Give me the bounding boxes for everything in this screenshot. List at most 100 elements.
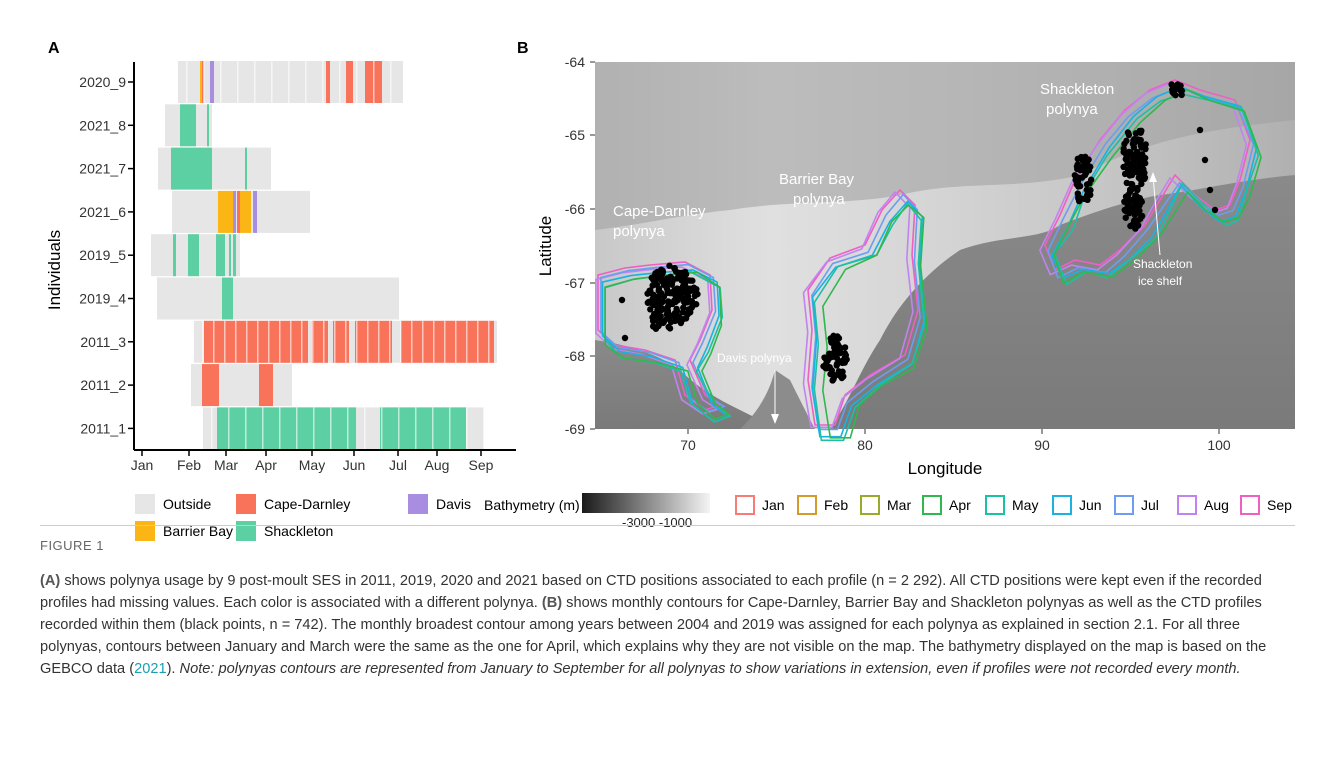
ctd-point [1138, 212, 1146, 220]
ctd-point [677, 319, 685, 327]
y-tick-label: 2021_6 [79, 204, 126, 220]
legend-swatch [922, 495, 942, 515]
bar-gap [466, 320, 468, 363]
antarctic-continent-mid [740, 370, 815, 429]
ctd-point [831, 348, 838, 356]
legend-a-davis: Davis [408, 494, 471, 514]
legend-swatch [860, 495, 880, 515]
bar-gap [322, 61, 324, 103]
contour-shackleton-may [1053, 93, 1260, 286]
x-tick-label: Aug [425, 457, 450, 473]
bar-gap [202, 320, 204, 363]
bar-gap [347, 407, 349, 450]
contour-barrier-bay-aug [802, 190, 914, 429]
y-tick-label: 2019_4 [79, 291, 126, 307]
ctd-point [1196, 126, 1204, 134]
bar-gap [330, 407, 332, 450]
x-tick-label: Sep [469, 457, 494, 473]
map-label-cape-darnley: Cape-Darnley [613, 203, 706, 220]
legend-label: Jun [1079, 497, 1102, 513]
deep-ocean-region [595, 62, 1295, 230]
bar-2021_6-barrier-bay-segment [240, 190, 251, 233]
legend-label: Aug [1204, 497, 1229, 513]
contour-barrier-bay-apr [822, 203, 928, 439]
ctd-point [822, 364, 829, 372]
ctd-point [1081, 167, 1088, 174]
legend-label: Barrier Bay [163, 523, 234, 539]
bar-2011_1-shackleton-segment [217, 407, 356, 450]
map-x-tick-label: 80 [857, 437, 873, 453]
bar-gap [432, 407, 434, 450]
contour-barrier-bay-jun [811, 200, 927, 438]
bar-2019_5-shackleton-segment [173, 234, 176, 277]
caption-reference-link[interactable]: 2021 [134, 661, 167, 677]
legend-swatch [735, 495, 755, 515]
bar-2021_6-cape-darnley-segment [237, 190, 240, 233]
ctd-point [1131, 211, 1139, 219]
legend-b-mar: Mar [860, 495, 911, 515]
bar-2019_5-shackleton-segment [188, 234, 199, 277]
ctd-point [1127, 163, 1134, 171]
bar-2020_9-cape-darnley-segment [346, 61, 353, 103]
bar-gap [345, 320, 347, 363]
bar-gap [422, 320, 424, 363]
ctd-point [658, 266, 665, 273]
ctd-point [830, 332, 837, 340]
ctd-point [1138, 127, 1145, 135]
ctd-point [669, 278, 676, 285]
ctd-point [1134, 169, 1141, 176]
ctd-point [1075, 183, 1082, 190]
caption-a-text: shows polynya usage by 9 post-moult SES … [40, 573, 1262, 611]
panel-a-timeline-chart: Individuals 2020_9 2021_8 2021_7 2021_6 2019… [45, 61, 516, 473]
bar-gap [415, 407, 417, 450]
legend-swatch [408, 494, 428, 514]
bar-gap [288, 61, 290, 103]
bar-gap [237, 61, 239, 103]
legend-label: Mar [887, 497, 912, 513]
bar-2021_6-davis-segment [253, 190, 257, 233]
ctd-point [1127, 180, 1135, 188]
ctd-point [1125, 201, 1133, 209]
legend-b-feb: Feb [797, 495, 848, 515]
bar-gap [211, 407, 213, 450]
map-label-barrier-bay-2: polynya [793, 191, 845, 208]
legend-swatch [236, 494, 256, 514]
bar-gap [312, 320, 314, 363]
ctd-point [664, 307, 672, 314]
bar-gap [220, 61, 222, 103]
bar-gap [257, 320, 259, 363]
ctd-point [1130, 137, 1137, 144]
bar-gap [296, 407, 298, 450]
bar-gap [339, 61, 341, 103]
legend-b-jul: Jul [1114, 495, 1159, 515]
bar-2019_4-shackleton-segment [222, 277, 233, 320]
shelf-arrowhead [1149, 172, 1157, 182]
bar-2011_1-shackleton-segment [380, 407, 466, 450]
ctd-point [1125, 148, 1133, 156]
bar-gap [290, 320, 292, 363]
bar-gap [400, 320, 402, 363]
bar-gap [268, 320, 270, 363]
map-x-tick-label: 100 [1207, 437, 1231, 453]
ctd-point [648, 274, 655, 281]
ctd-point [658, 278, 666, 285]
ctd-point [834, 340, 841, 348]
ctd-point [1123, 137, 1130, 145]
bar-gap [398, 407, 400, 450]
shelf-arrow [1152, 175, 1161, 256]
panel-a-ylabel: Individuals [45, 230, 64, 310]
bar-gap [378, 320, 380, 363]
bar-gap [483, 407, 485, 450]
map-label-barrier-bay: Barrier Bay [779, 171, 855, 188]
ctd-point [689, 277, 696, 284]
bar-2011_2-cape-darnley-segment [202, 364, 219, 407]
ctd-point [1074, 155, 1081, 163]
bar-2011_2-cape-darnley-segment [259, 364, 273, 407]
bar-gap [235, 320, 237, 363]
bar-gap [411, 320, 413, 363]
legend-b-aug: Aug [1177, 495, 1229, 515]
map-y-tick-label: -66 [565, 201, 585, 217]
ctd-point [1177, 82, 1184, 89]
contour-cape-darnley-sep [597, 261, 722, 411]
caption-b-text: shows monthly contours for Cape-Darnley,… [40, 595, 1267, 677]
